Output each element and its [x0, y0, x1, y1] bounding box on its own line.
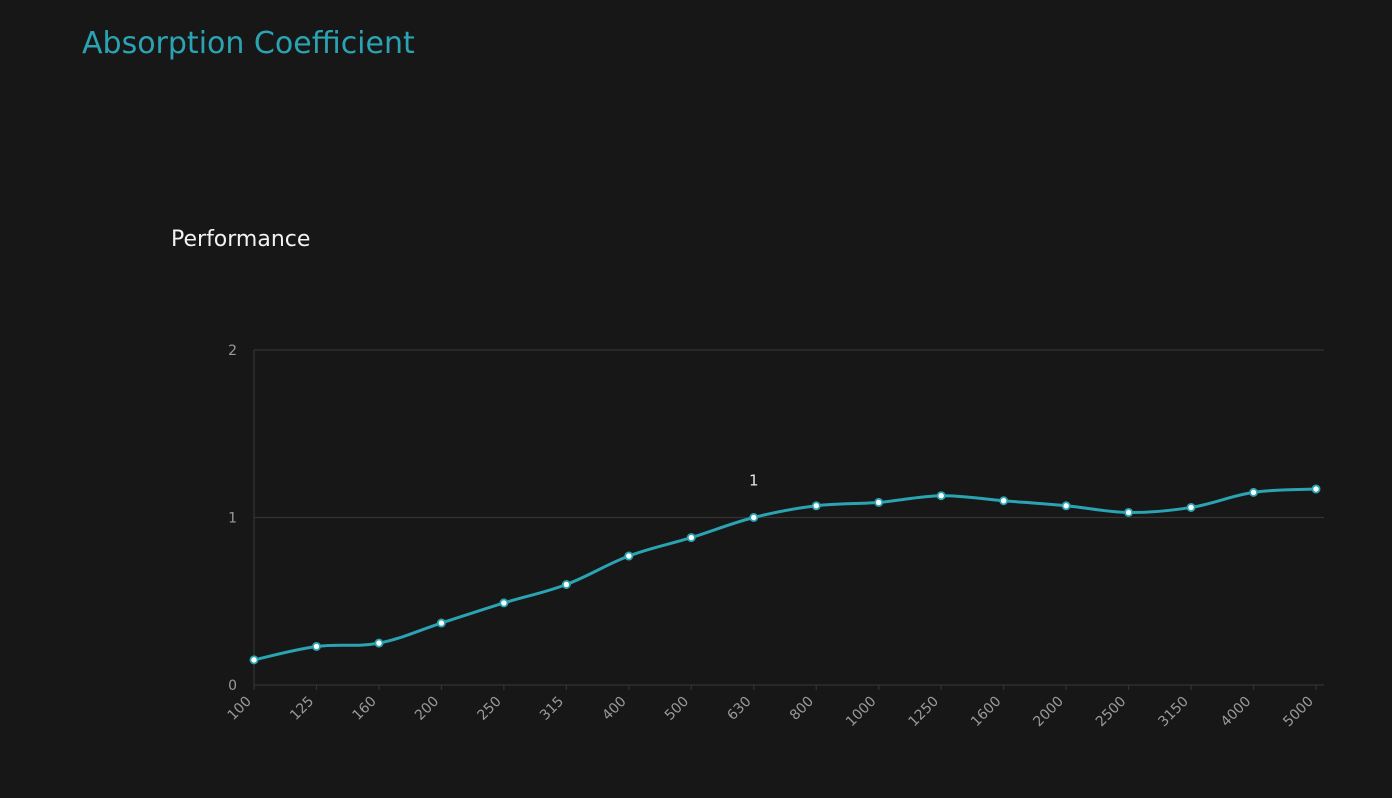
x-tick-label-3150: 3150: [1155, 694, 1192, 731]
point-layer: [249, 484, 1321, 665]
data-point-2500: [1124, 507, 1134, 517]
data-point-500: [686, 533, 696, 543]
x-tick-label-200: 200: [412, 694, 442, 724]
data-point-400: [624, 551, 634, 561]
data-point-5000: [1311, 484, 1321, 494]
data-point-250: [499, 598, 509, 608]
x-tick-label-5000: 5000: [1280, 694, 1317, 731]
x-tick-label-2500: 2500: [1093, 694, 1130, 731]
page-title: Absorption Coefficient: [82, 26, 415, 61]
data-point-3150: [1186, 502, 1196, 512]
x-tick-label-315: 315: [537, 694, 567, 724]
x-tick-label-1250: 1250: [905, 694, 942, 731]
x-tick-label-1600: 1600: [968, 694, 1005, 731]
data-point-800: [811, 501, 821, 511]
x-tick-label-100: 100: [225, 694, 255, 724]
grid-layer: [254, 349, 1324, 686]
chart-title: Performance: [171, 227, 311, 252]
data-point-1000: [874, 497, 884, 507]
data-point-315: [561, 580, 571, 590]
x-tick-label-400: 400: [599, 694, 629, 724]
y-tick-label-0: 0: [228, 678, 237, 694]
data-point-125: [311, 641, 321, 651]
line-layer: [252, 487, 1318, 662]
data-point-2000: [1061, 501, 1071, 511]
label-layer: 1: [749, 472, 759, 490]
x-tick-label-500: 500: [662, 694, 692, 724]
x-tick-label-2000: 2000: [1030, 694, 1067, 731]
data-point-630: [749, 513, 759, 523]
data-point-200: [436, 618, 446, 628]
data-point-1600: [999, 496, 1009, 506]
x-tick-label-4000: 4000: [1218, 694, 1255, 731]
y-tick-label-1: 1: [228, 511, 237, 527]
data-point-4000: [1249, 487, 1259, 497]
series-line-0: [252, 487, 1318, 662]
data-point-1250: [936, 491, 946, 501]
x-tick-label-630: 630: [724, 694, 754, 724]
data-label-630: 1: [749, 472, 759, 490]
x-tick-label-250: 250: [474, 694, 504, 724]
x-tick-label-160: 160: [350, 694, 380, 724]
x-tick-label-800: 800: [787, 694, 817, 724]
x-tick-label-1000: 1000: [843, 694, 880, 731]
data-point-100: [249, 655, 259, 665]
x-tick-label-125: 125: [287, 694, 317, 724]
data-point-160: [374, 638, 384, 648]
y-tick-label-2: 2: [228, 343, 237, 359]
